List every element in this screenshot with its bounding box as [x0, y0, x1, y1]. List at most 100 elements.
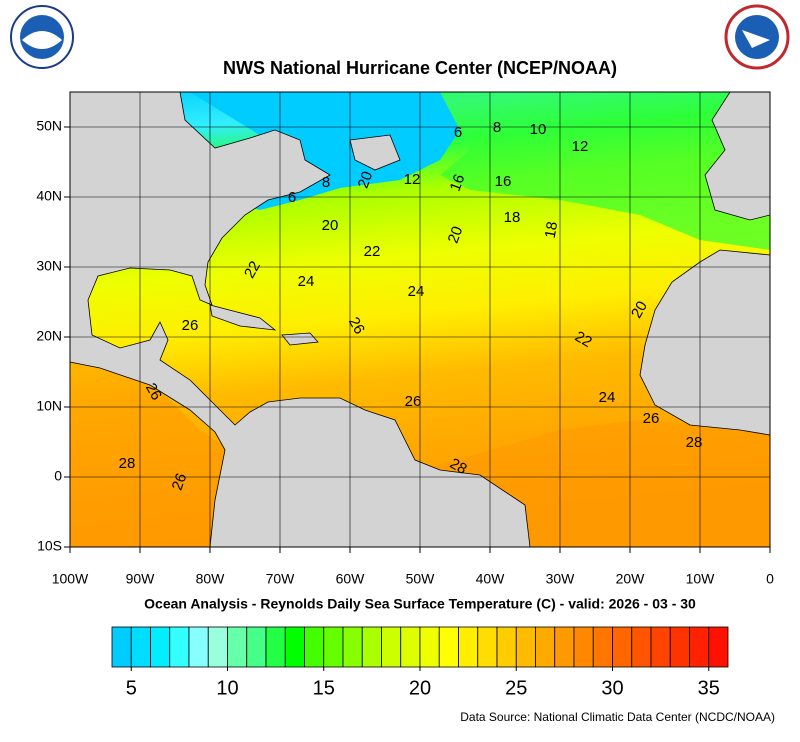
colorbar-tick-label: 15 — [313, 677, 335, 699]
lon-tick-label: 60W — [336, 571, 366, 587]
contour-label: 24 — [408, 283, 425, 300]
colorbar-bin — [130, 626, 151, 668]
contour-label: 26 — [142, 380, 165, 403]
contour-label: 12 — [404, 171, 421, 188]
contour-label: 22 — [241, 258, 264, 281]
colorbar-bin — [227, 626, 248, 668]
lon-tick-label: 100W — [52, 571, 89, 587]
contour-label: 12 — [572, 138, 589, 155]
lon-tick-label: 30W — [546, 571, 576, 587]
lon-tick-label: 20W — [616, 571, 646, 587]
contour-label: 26 — [169, 471, 191, 492]
colorbar-tick-label: 20 — [409, 677, 431, 699]
northeast-water — [440, 92, 770, 250]
noaa-logo — [10, 5, 74, 69]
contour-label: 24 — [599, 389, 616, 406]
contour-label: 22 — [364, 243, 381, 260]
colorbar: 5 10 15 20 25 30 35 — [111, 626, 729, 699]
land — [69, 91, 771, 548]
colorbar-bin — [669, 626, 690, 668]
colorbar-bin — [592, 626, 613, 668]
colorbar-bin — [169, 626, 190, 668]
contour-label: 8 — [322, 174, 330, 191]
contour-label: 20 — [322, 217, 339, 234]
contour-label: 8 — [493, 119, 501, 136]
lon-tick-label: 50W — [406, 571, 436, 587]
contour-label: 6 — [288, 189, 296, 206]
footer: Data Source: National Climatic Data Cent… — [460, 710, 775, 724]
colorbar-bin — [246, 626, 267, 668]
contour-label: 22 — [572, 328, 595, 351]
colorbar-bin — [515, 626, 536, 668]
contour-label: 18 — [504, 209, 521, 226]
contour-label: 20 — [628, 298, 651, 321]
contour-label: 26 — [643, 410, 660, 427]
lon-tick-label: 90W — [126, 571, 156, 587]
contour-label: 6 — [454, 124, 462, 141]
title: NWS National Hurricane Center (NCEP/NOAA… — [223, 58, 617, 78]
colorbar-bin — [573, 626, 594, 668]
colorbar-bin — [612, 626, 633, 668]
colorbar-bin — [535, 626, 556, 668]
colorbar-bin — [111, 626, 132, 668]
colorbar-bin — [438, 626, 459, 668]
colorbar-bin — [188, 626, 209, 668]
colorbar-bin — [342, 626, 363, 668]
lon-tick-label: 40W — [476, 571, 506, 587]
lat-tick-label: 0 — [54, 468, 62, 484]
colorbar-tick-label: 30 — [601, 677, 623, 699]
contour-label: 16 — [495, 173, 512, 190]
lon-tick-label: 0 — [766, 571, 774, 587]
colorbar-bin — [650, 626, 671, 668]
contour-label: 26 — [405, 393, 422, 410]
colorbar-bin — [689, 626, 710, 668]
nws-logo — [724, 4, 790, 70]
colorbar-bin — [708, 626, 729, 668]
colorbar-bin — [554, 626, 575, 668]
contour-label: 24 — [298, 273, 315, 290]
lat-tick-label: 30N — [36, 258, 62, 274]
lat-tick-label: 10N — [36, 398, 62, 414]
colorbar-bin — [496, 626, 517, 668]
map: 100W 90W 80W 70W 60W 50W 40W 30W 20W 10W 0 10S 0 10N 2… — [36, 91, 774, 587]
contour-label: 20 — [445, 224, 467, 245]
lon-tick-label: 80W — [196, 571, 226, 587]
colorbar-bin — [284, 626, 305, 668]
colorbar-bin — [304, 626, 325, 668]
contour-label: 16 — [447, 172, 469, 193]
lon-tick-label: 70W — [266, 571, 296, 587]
colorbar-tick-label: 5 — [126, 677, 137, 699]
lon-tick-label: 10W — [686, 571, 716, 587]
colorbar-bin — [400, 626, 421, 668]
colorbar-bin — [323, 626, 344, 668]
caption: Ocean Analysis - Reynolds Daily Sea Surf… — [144, 596, 696, 612]
lat-tick-label: 20N — [36, 328, 62, 344]
contour-labels: 6 8 10 12 6 8 20 12 16 16 18 18 20 22 20 22 24 24 26 26 20 22… — [119, 119, 703, 493]
contour-label: 26 — [345, 314, 368, 337]
colorbar-bin — [419, 626, 440, 668]
colorbar-bin — [361, 626, 382, 668]
contour-label: 28 — [119, 455, 136, 472]
colorbar-tick-label: 10 — [216, 677, 238, 699]
lat-tick-label: 50N — [36, 118, 62, 134]
contour-label: 26 — [182, 317, 199, 334]
colorbar-bin — [631, 626, 652, 668]
contour-label: 18 — [542, 220, 562, 239]
map-frame — [69, 91, 771, 548]
colorbar-tick-label: 25 — [505, 677, 527, 699]
colorbar-bin — [458, 626, 479, 668]
colorbar-tick-label: 35 — [698, 677, 720, 699]
contour-label: 10 — [530, 121, 547, 138]
colorbar-bin — [265, 626, 286, 668]
colorbar-bin — [207, 626, 228, 668]
lat-tick-label: 40N — [36, 188, 62, 204]
contour-label: 20 — [355, 169, 377, 190]
colorbar-bin — [381, 626, 402, 668]
contour-label: 28 — [447, 455, 470, 478]
contour-label: 28 — [686, 434, 703, 451]
cold-shelf — [190, 92, 460, 210]
colorbar-bin — [150, 626, 171, 668]
colorbar-bin — [477, 626, 498, 668]
lat-tick-label: 10S — [37, 538, 62, 554]
